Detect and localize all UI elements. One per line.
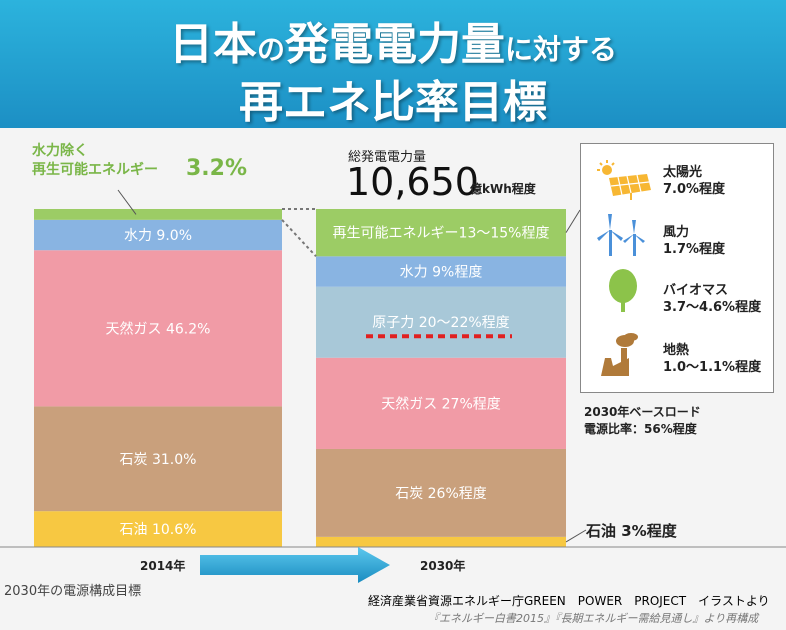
x-category-2030: 2030年 (420, 559, 466, 573)
bar-nuclear-2030 (316, 286, 566, 358)
title-text-no: の (256, 33, 285, 66)
baseload-line-1: 2030年ベースロード (584, 405, 701, 419)
biomass-value: 3.7〜4.6%程度 (663, 300, 762, 315)
illustration-credit: 経済産業省資源エネルギー庁GREEN POWER PROJECT イラストより (368, 594, 770, 608)
wind-turbine-icon (597, 214, 645, 256)
total-generation-label: 総発電電力量 (348, 150, 427, 165)
solar-value: 7.0%程度 (663, 182, 726, 197)
leader-renewable-2014 (117, 189, 137, 215)
chart-caption: 2030年の電源構成目標 (4, 584, 142, 599)
title-line-2: 再エネ比率目標 (239, 77, 547, 128)
renewable-2014-note: 水力除く 再生可能エネルギー (32, 143, 158, 178)
solar-name: 太陽光 (663, 165, 703, 180)
bar-hydro-2014 (34, 219, 282, 251)
wind-value: 1.7%程度 (663, 242, 726, 257)
bar-coal-2014 (34, 406, 282, 512)
x-category-2014: 2014年 (140, 559, 186, 573)
renewable-2014-value: 3.2% (186, 156, 248, 181)
arrow-icon (200, 547, 390, 583)
bar-label-hydro-2014: 水力 9.0% (124, 228, 192, 244)
bar-label-oil-2014: 石油 10.6% (120, 522, 197, 538)
bar-label-coal-2030: 石炭 26%程度 (395, 486, 487, 502)
source-note: 『エネルギー白書2015』『長期エネルギー需給見通し』より再構成 (428, 612, 759, 625)
total-generation-value: 10,650 (346, 160, 479, 204)
bar-label-coal-2014: 石炭 31.0% (120, 452, 197, 468)
leader-renewable-2030 (565, 209, 581, 233)
solar-panel-icon (597, 160, 651, 200)
title-line-1: 日本の発電電力量に対する (0, 8, 786, 72)
title-banner: 日本の発電電力量に対する 再エネ比率目標 (0, 0, 786, 128)
bar-oil-2030 (316, 536, 566, 547)
oil-2030-label: 石油 3%程度 (586, 522, 677, 540)
bar-renewable-2014 (34, 209, 282, 220)
bar-coal-2030 (316, 448, 566, 537)
bar-label-gas-2030: 天然ガス 27%程度 (381, 395, 501, 412)
biomass-item: バイオマス 3.7〜4.6%程度 (663, 282, 761, 316)
baseload-note: 2030年ベースロード 電源比率：56%程度 (584, 404, 701, 438)
connector-bottom (281, 219, 317, 258)
geothermal-value: 1.0〜1.1%程度 (663, 360, 762, 375)
renewable-breakdown-box: 太陽光 7.0%程度 風力 1.7%程度 バイオマス 3.7〜4.6%程度 地熱 1.0… (580, 143, 774, 393)
solar-item: 太陽光 7.0%程度 (663, 164, 725, 198)
tree-icon (609, 269, 637, 312)
title-text-generation: 発電電力量 (285, 19, 505, 70)
geothermal-plant-icon (601, 333, 638, 376)
geothermal-item: 地熱 1.0〜1.1%程度 (663, 342, 761, 376)
geothermal-name: 地熱 (663, 343, 690, 358)
baseload-line-2: 電源比率：56%程度 (584, 422, 697, 436)
bar-label-gas-2014: 天然ガス 46.2% (106, 320, 211, 337)
bar-label-renewable-2030: 再生可能エネルギー13〜15%程度 (333, 226, 550, 242)
bar-gas-2030 (316, 357, 566, 449)
total-generation-unit: 億kWh程度 (470, 182, 536, 196)
bar-label-nuclear-2030: 原子力 20〜22%程度 (372, 315, 509, 331)
wind-item: 風力 1.7%程度 (663, 224, 725, 258)
title-text-against: に対する (505, 33, 618, 66)
wind-name: 風力 (663, 225, 690, 240)
bar-gas-2014 (34, 250, 282, 407)
biomass-name: バイオマス (663, 283, 729, 298)
leader-oil-2030 (565, 529, 587, 543)
bar-oil-2014 (34, 511, 282, 547)
bar-hydro-2030 (316, 256, 566, 287)
bar-label-hydro-2030: 水力 9%程度 (400, 265, 483, 281)
bar-renewable-2030 (316, 209, 566, 257)
title-text-japan: 日本 (168, 19, 257, 70)
